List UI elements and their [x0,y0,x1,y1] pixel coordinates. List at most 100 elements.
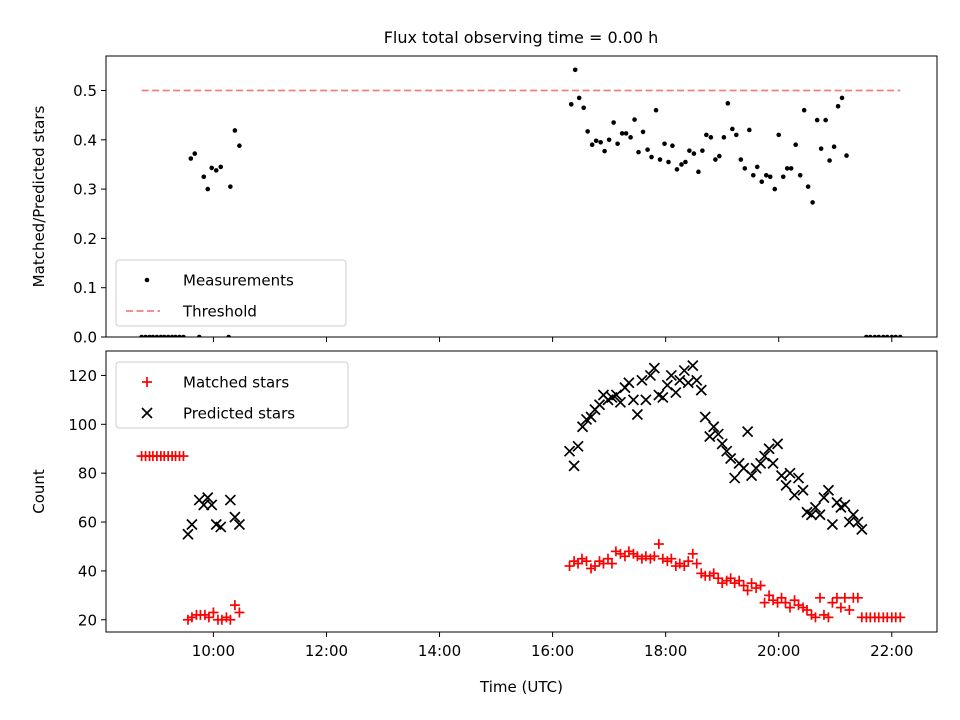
x-tick-label: 14:00 [418,642,461,660]
data-point [606,137,612,143]
data-point [844,153,849,158]
x-stroke-b [801,506,813,518]
data-point [209,165,215,171]
data-point [563,445,576,457]
x-stroke-b [725,452,737,465]
data-point [139,334,144,337]
data-point [897,334,903,337]
x-stroke-b [716,438,728,450]
data-point [695,384,707,396]
data-point [810,612,821,623]
data-point [649,551,660,562]
data-point [814,117,820,123]
data-point [814,509,826,521]
data-point [213,168,219,173]
x-stroke-b [585,411,597,423]
x-stroke-b [704,430,716,443]
data-point [793,142,798,148]
data-point [759,179,765,185]
x-stroke-b [797,484,809,496]
legend-entry: Predicted stars [141,405,295,423]
data-point [831,144,837,150]
data-point [598,139,603,145]
x-stroke-b [640,394,652,406]
data-point [229,600,240,611]
x-stroke-b [818,492,830,504]
data-point [649,154,654,160]
data-point [581,556,592,567]
data-point [734,132,739,138]
data-point [623,377,635,389]
data-point [683,556,694,567]
x-stroke-b [755,457,767,470]
data-point [810,200,815,205]
x-stroke-b [636,374,648,386]
data-point [589,561,600,572]
data-point [181,334,186,337]
data-point [750,173,756,178]
y-axis-label: Count [30,469,48,514]
chart-title: Flux total observing time = 0.00 h [384,28,659,47]
data-point [657,157,663,162]
data-point [636,149,641,155]
bottom-panel: 20 40 60 80 100 120 10:00 12:00 14:00 16:00 18:00 2… [30,350,938,696]
axes-frame [105,55,938,338]
data-point [205,186,211,192]
x-stroke-b [661,379,673,391]
x-stroke-b [775,470,788,482]
data-point [640,394,652,406]
x-stroke-b [687,360,699,372]
data-point [767,457,779,470]
x-stroke-b [678,364,690,377]
x-stroke-b [644,369,656,382]
x-stroke-b [648,362,660,374]
data-point [182,528,194,540]
data-point [814,592,825,603]
data-point [889,334,895,337]
data-point [203,612,214,623]
data-point [631,408,643,421]
x-stroke-b [742,426,754,438]
data-point [823,612,834,623]
data-point [670,386,682,399]
data-point [218,164,224,170]
data-layer [139,67,903,337]
data-point [801,605,812,616]
y-tick-label: 80 [78,465,97,483]
x-stroke-b [847,509,859,521]
data-point [615,548,626,559]
data-point [636,374,648,386]
data-point [864,334,869,337]
data-point [674,167,680,172]
data-point [165,334,171,337]
x-stroke-b [198,499,210,511]
data-point [640,551,651,562]
x-stroke-b [593,399,606,411]
data-point [201,174,207,180]
data-point [708,421,720,433]
data-point [589,142,595,148]
y-tick-label: 60 [78,514,97,532]
data-point [178,451,189,462]
x-stroke-b [631,408,643,421]
legend-label: Measurements [183,272,294,290]
data-point [827,158,832,163]
data-point [581,105,586,111]
data-point [632,551,643,562]
data-point [784,166,790,171]
data-point [729,472,741,484]
data-point [754,164,760,170]
x-stroke-b [721,445,733,457]
data-point [237,143,242,149]
data-point [768,595,779,606]
data-point [747,127,752,133]
data-point [721,135,727,140]
x-stroke-b [809,501,822,513]
data-point [844,605,855,616]
x-stroke-b [699,411,711,423]
data-point [627,394,640,406]
data-point [611,120,616,125]
data-point [708,135,714,140]
legend-label: Matched stars [183,374,289,392]
